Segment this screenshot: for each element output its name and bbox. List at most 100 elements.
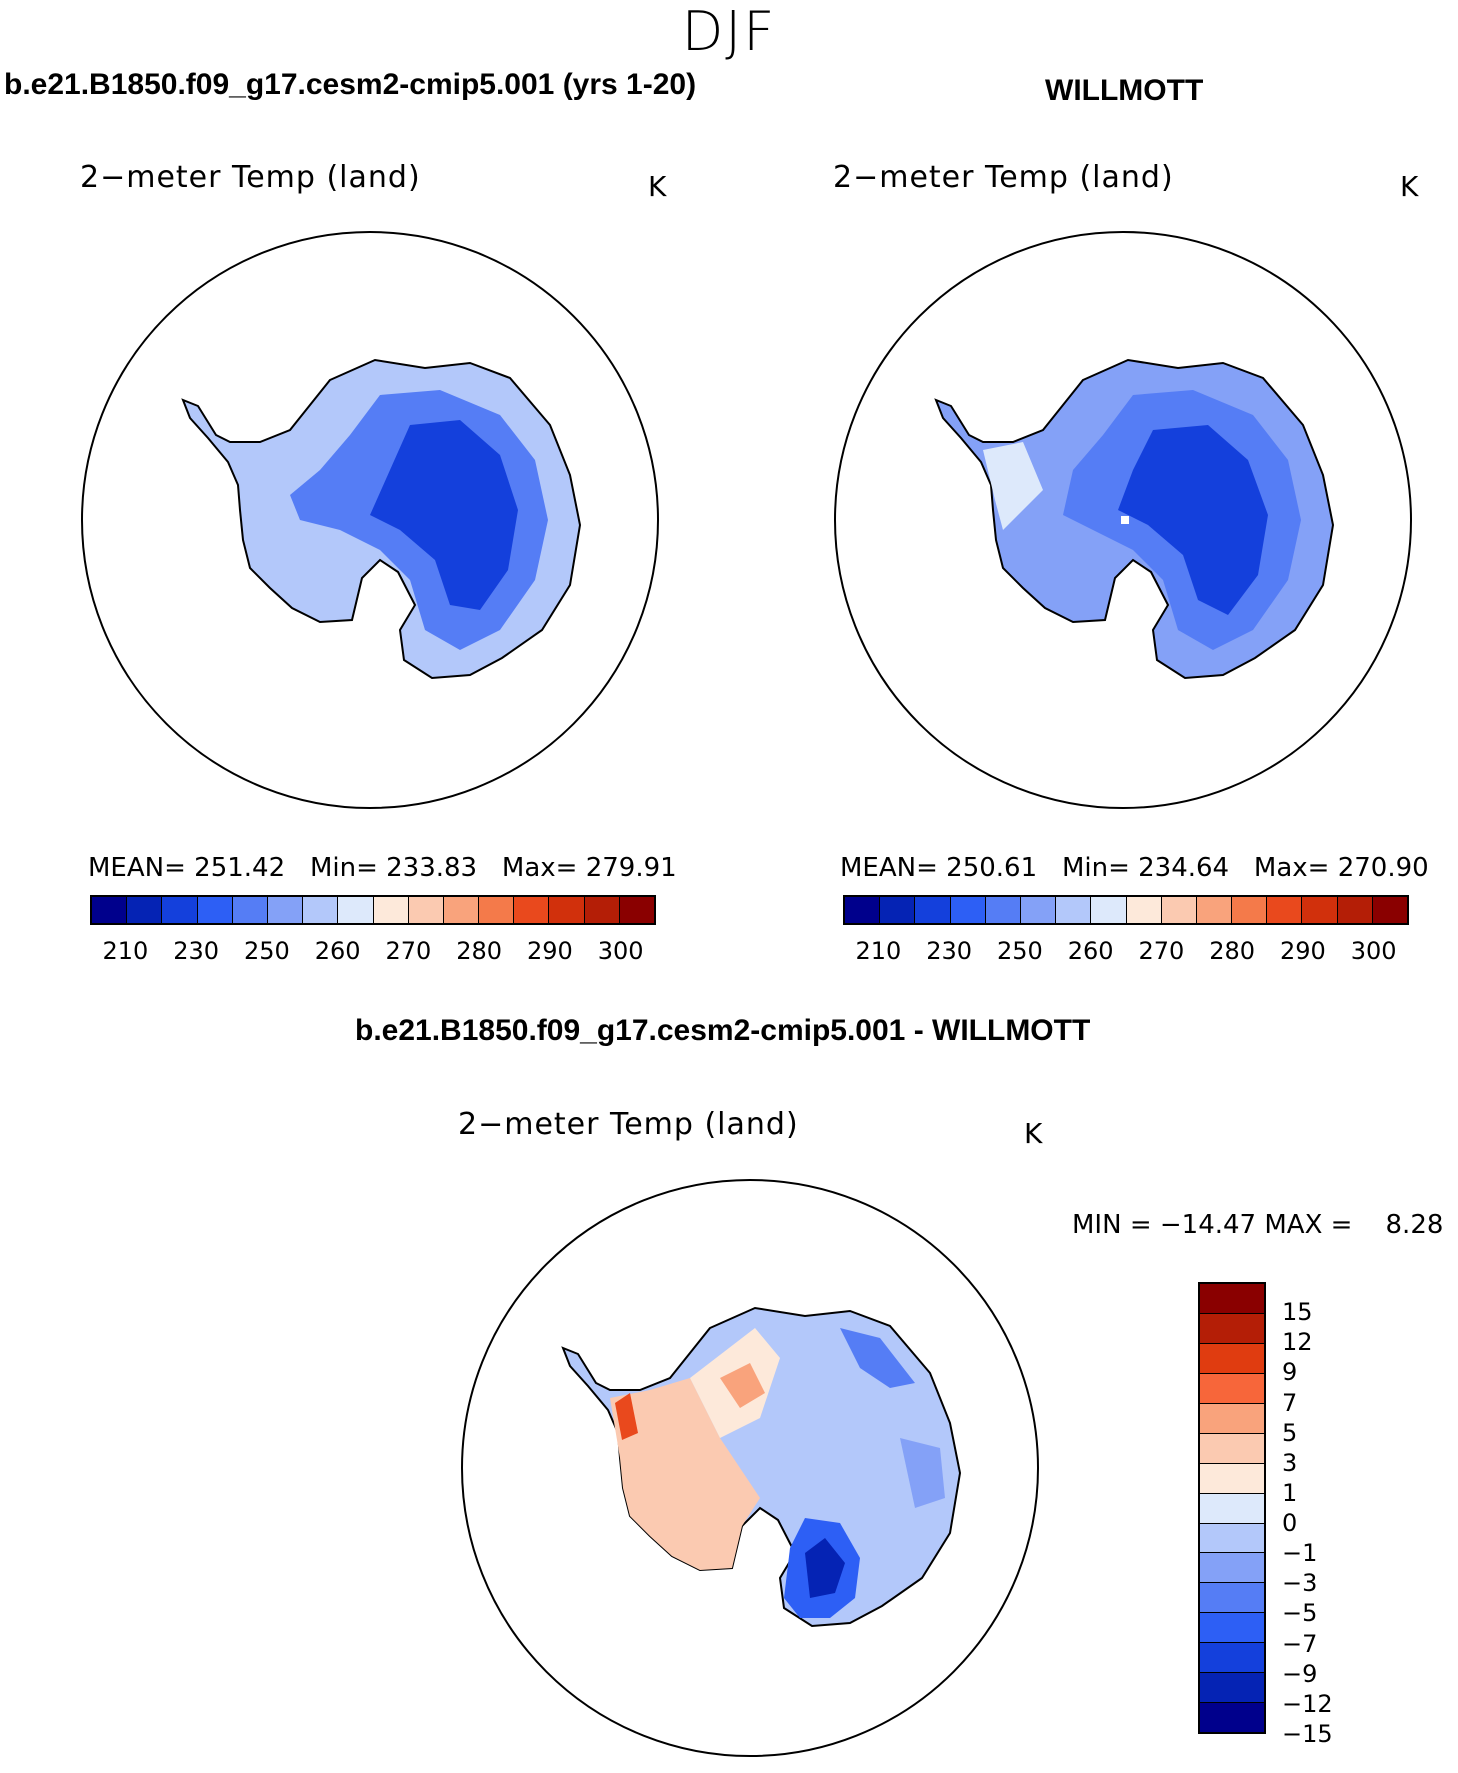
colorbar-tick-label: 300 [597, 937, 644, 965]
panel1-mean-value: 251.42 [194, 853, 286, 883]
colorbar-tick-label: 270 [385, 937, 432, 965]
colorbar-swatch [1200, 1403, 1264, 1434]
panel2-unit-label: K [1400, 170, 1419, 203]
colorbar-tick-label: 3 [1282, 1448, 1298, 1477]
panel3-stats: MIN = −14.47 MAX = 8.28 [1072, 1210, 1443, 1240]
panel1-min-label: Min= [309, 853, 378, 883]
colorbar-swatch [1200, 1493, 1264, 1524]
colorbar-swatch [584, 897, 620, 923]
colorbar-tick-label: 210 [855, 937, 902, 965]
colorbar-swatch [514, 897, 550, 923]
colorbar-swatch [1200, 1373, 1264, 1404]
colorbar-swatch [443, 897, 480, 923]
colorbar-tick-label: 290 [526, 937, 573, 965]
panel3-title: b.e21.B1850.f09_g17.cesm2-cmip5.001 - WI… [355, 1014, 1091, 1047]
colorbar-swatch [549, 897, 585, 923]
colorbar-tick-label: 0 [1282, 1509, 1298, 1538]
panel2-stats: MEAN= 250.61 Min= 234.64 Max= 270.90 [840, 853, 1429, 883]
colorbar-swatch [373, 897, 409, 923]
colorbar-swatch [950, 897, 986, 923]
colorbar-swatch [1302, 897, 1338, 923]
colorbar-swatch [1196, 897, 1233, 923]
colorbar-tick-label: 230 [926, 937, 973, 965]
panel1-variable-label: 2−meter Temp (land) [80, 160, 421, 195]
colorbar-swatch [1200, 1433, 1264, 1464]
colorbar-swatch [303, 897, 339, 923]
colorbar-swatch [1056, 897, 1092, 923]
panel1-stats: MEAN= 251.42 Min= 233.83 Max= 279.91 [88, 853, 677, 883]
colorbar-swatch [1372, 897, 1407, 923]
panel1-unit-label: K [648, 170, 667, 203]
colorbar-tick-label: 250 [243, 937, 290, 965]
colorbar-swatch [1337, 897, 1373, 923]
colorbar-swatch [1200, 1583, 1264, 1614]
panel2-title: WILLMOTT [1045, 74, 1204, 107]
colorbar-swatch [1200, 1523, 1264, 1554]
colorbar-tick-label: −9 [1282, 1659, 1318, 1688]
panel1-title: b.e21.B1850.f09_g17.cesm2-cmip5.001 (yrs… [4, 68, 697, 101]
panel1-min-value: 233.83 [386, 853, 478, 883]
colorbar-tick-label: −15 [1282, 1720, 1333, 1748]
panel1-mean-label: MEAN= [88, 853, 186, 883]
panel3-map [461, 1179, 1039, 1757]
colorbar-tick-label: 290 [1279, 937, 1326, 965]
colorbar-swatch [1200, 1553, 1264, 1584]
panel1-map [81, 231, 659, 809]
colorbar-swatch [619, 897, 654, 923]
colorbar-tick-label: 210 [102, 937, 149, 965]
colorbar-tick-label: 15 [1282, 1298, 1313, 1327]
colorbar-swatch [232, 897, 268, 923]
colorbar-swatch [1161, 897, 1197, 923]
colorbar-swatch [338, 897, 374, 923]
colorbar-swatch [1091, 897, 1127, 923]
colorbar-tick-label: −3 [1282, 1569, 1318, 1598]
panel2-variable-label: 2−meter Temp (land) [833, 160, 1174, 195]
panel2-map [834, 231, 1412, 809]
colorbar-tick-label: 280 [456, 937, 503, 965]
panel2-max-label: Max= [1253, 853, 1330, 883]
panel2-colorbar-ticks: 210 230 250 260 270 280 290 300 [843, 937, 1409, 967]
colorbar-swatch [1200, 1343, 1264, 1374]
colorbar-swatch [162, 897, 198, 923]
colorbar-swatch [267, 897, 304, 923]
colorbar-tick-label: 250 [996, 937, 1043, 965]
panel3-variable-label: 2−meter Temp (land) [458, 1107, 799, 1142]
panel3-max-label: MAX = [1264, 1210, 1353, 1240]
colorbar-swatch [92, 897, 128, 923]
panel3-max-value: 8.28 [1385, 1210, 1444, 1240]
panel2-colorbar [843, 895, 1409, 925]
colorbar-tick-label: 260 [1067, 937, 1114, 965]
colorbar-swatch [915, 897, 951, 923]
colorbar-swatch [1200, 1313, 1264, 1344]
colorbar-swatch [985, 897, 1021, 923]
colorbar-swatch [1020, 897, 1057, 923]
colorbar-tick-label: 7 [1282, 1388, 1298, 1417]
colorbar-tick-label: 270 [1138, 937, 1185, 965]
colorbar-tick-label: 5 [1282, 1418, 1298, 1447]
colorbar-swatch [1200, 1643, 1264, 1674]
panel2-max-value: 270.90 [1337, 853, 1429, 883]
panel1-colorbar [90, 895, 656, 925]
panel3-min-value: −14.47 [1159, 1210, 1257, 1240]
season-title: DJF [681, 0, 777, 63]
panel3-colorbar [1198, 1282, 1266, 1734]
colorbar-swatch [1126, 897, 1162, 923]
colorbar-tick-label: 230 [173, 937, 220, 965]
panel1-max-label: Max= [501, 853, 578, 883]
colorbar-swatch [1267, 897, 1303, 923]
panel2-min-value: 234.64 [1138, 853, 1230, 883]
colorbar-swatch [1200, 1463, 1264, 1494]
colorbar-tick-label: 280 [1209, 937, 1256, 965]
colorbar-swatch [1200, 1613, 1264, 1644]
panel1-max-value: 279.91 [585, 853, 677, 883]
colorbar-tick-label: 1 [1282, 1478, 1298, 1507]
colorbar-swatch [197, 897, 233, 923]
colorbar-swatch [1200, 1703, 1264, 1733]
colorbar-swatch [479, 897, 515, 923]
colorbar-swatch [1232, 897, 1268, 923]
panel3-colorbar-ticks: 15 12 9 7 5 3 1 0 −1 −3 −5 −7 −9 −12 −15 [1282, 1282, 1362, 1748]
colorbar-swatch [880, 897, 916, 923]
colorbar-swatch [845, 897, 881, 923]
colorbar-tick-label: −7 [1282, 1629, 1318, 1658]
colorbar-tick-label: −5 [1282, 1599, 1318, 1628]
